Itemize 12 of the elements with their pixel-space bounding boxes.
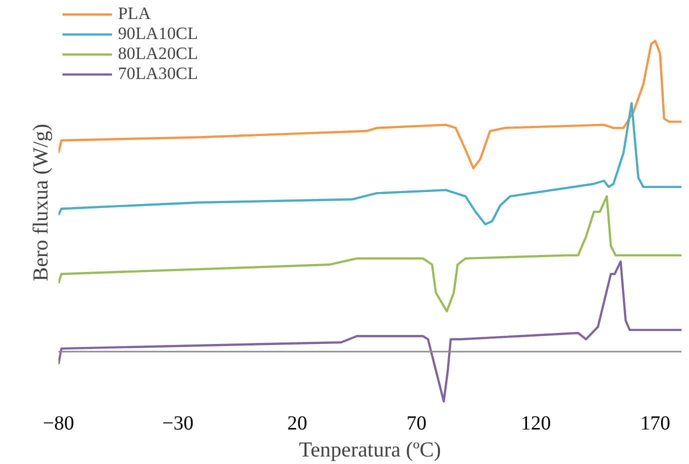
x-tick-label: −30 [162,412,194,434]
legend-label: 90LA10CL [118,24,198,44]
x-axis-title: Tenperatura (ºC) [299,438,441,462]
x-tick-label: 20 [287,412,308,434]
legend-label: 70LA30CL [118,64,198,84]
x-tick-label: −80 [42,412,74,434]
legend-label: 80LA20CL [118,44,198,64]
x-tick-label: 70 [406,412,427,434]
x-tick-label: 170 [640,412,670,434]
y-axis-title: Bero fluxua (W/g) [28,124,52,282]
x-tick-label: 120 [520,412,551,434]
legend-label: PLA [118,4,151,24]
